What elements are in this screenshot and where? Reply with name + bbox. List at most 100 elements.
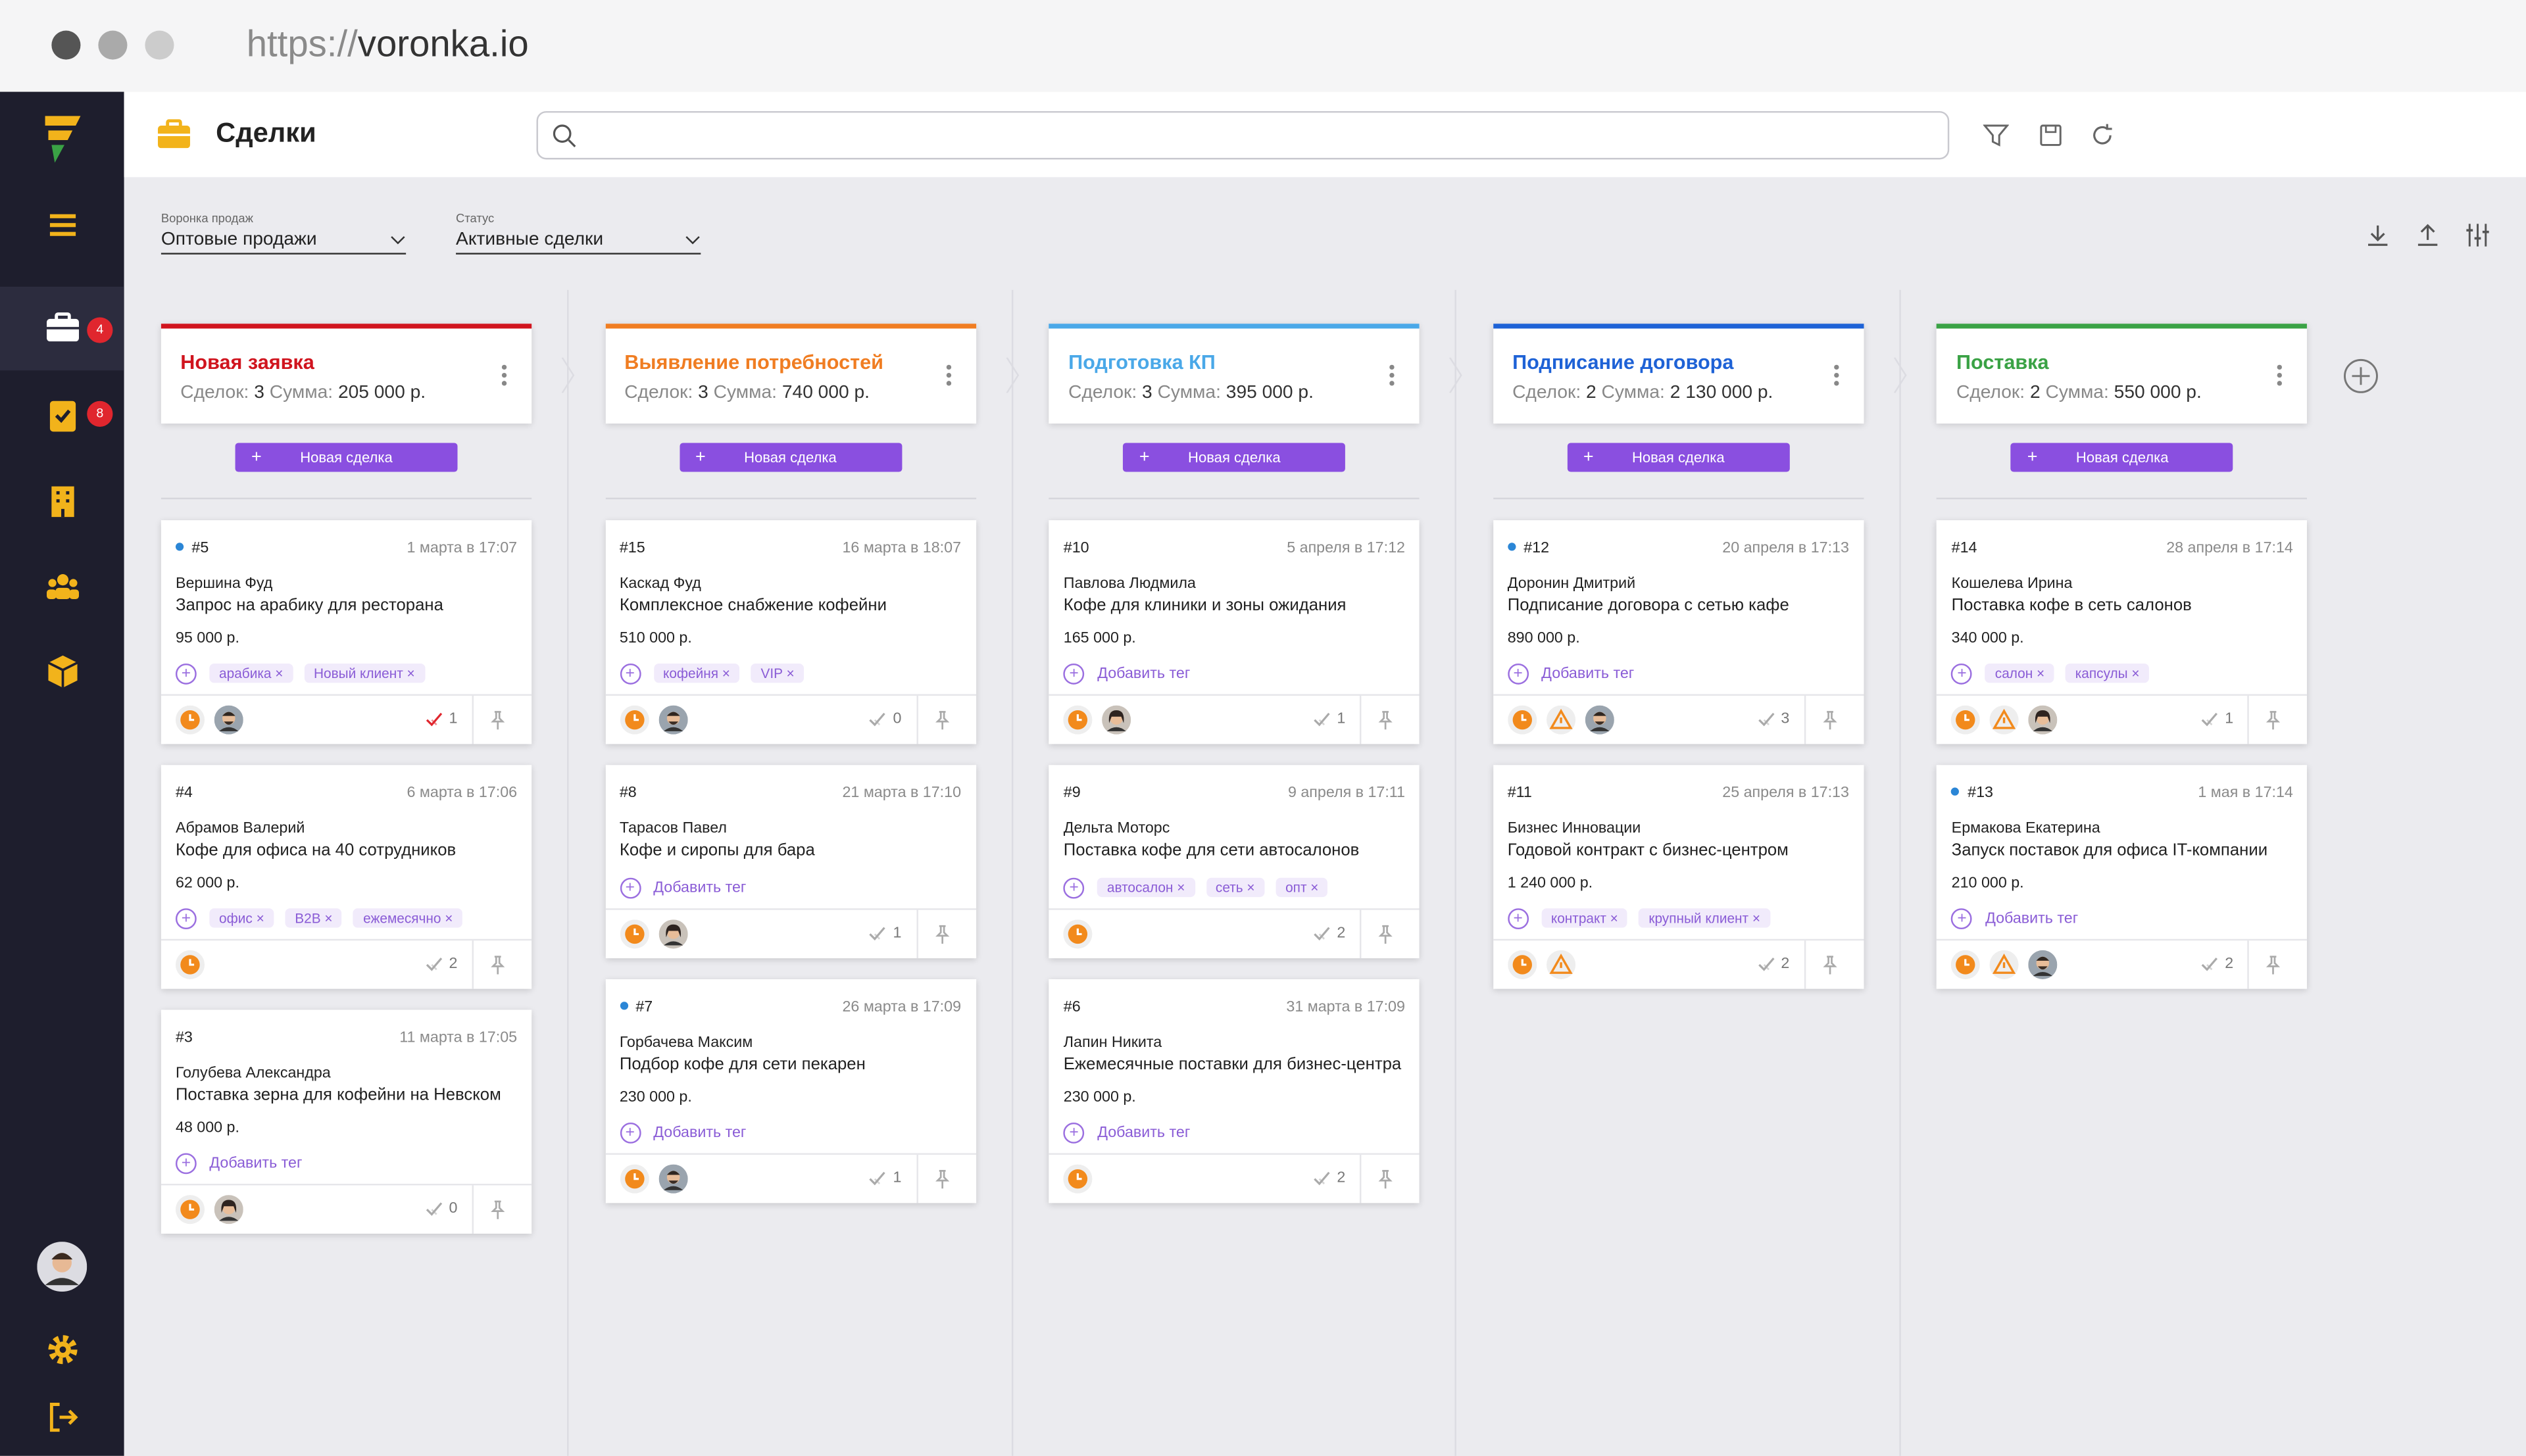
new-deal-button[interactable]: + Новая сделка bbox=[1567, 443, 1790, 472]
tag[interactable]: капсулы × bbox=[2066, 663, 2150, 683]
column-menu[interactable] bbox=[1833, 364, 1839, 386]
pin-button[interactable] bbox=[1360, 910, 1410, 959]
add-tag-icon[interactable]: + bbox=[1063, 662, 1085, 684]
settings-icon[interactable] bbox=[42, 1328, 84, 1371]
tag-remove[interactable]: × bbox=[718, 665, 730, 681]
tag-remove[interactable]: × bbox=[1173, 879, 1185, 896]
deals-icon[interactable] bbox=[42, 308, 84, 350]
add-tag[interactable]: Добавить тег bbox=[1097, 664, 1191, 683]
add-tag-icon[interactable]: + bbox=[175, 1152, 197, 1174]
pin-button[interactable] bbox=[916, 695, 966, 744]
add-tag[interactable]: Добавить тег bbox=[209, 1153, 303, 1172]
deal-card[interactable]: #9 9 апреля в 17:11 Дельта Моторс Поставка … bbox=[1049, 765, 1420, 959]
add-tag-icon[interactable]: + bbox=[1951, 908, 1973, 929]
tag-remove[interactable]: × bbox=[782, 665, 795, 681]
add-tag-icon[interactable]: + bbox=[619, 1121, 641, 1143]
company-icon[interactable] bbox=[42, 480, 84, 522]
new-deal-button[interactable]: + Новая сделка bbox=[2011, 443, 2234, 472]
add-tag[interactable]: Добавить тег bbox=[1985, 909, 2079, 927]
logo[interactable] bbox=[42, 112, 84, 164]
pin-button[interactable] bbox=[916, 910, 966, 959]
tag-remove[interactable]: × bbox=[271, 665, 284, 681]
deal-card[interactable]: #11 25 апреля в 17:13 Бизнес Инновации Годо… bbox=[1493, 765, 1864, 989]
user-avatar[interactable] bbox=[37, 1242, 87, 1292]
contacts-icon[interactable] bbox=[42, 566, 84, 608]
tag-remove[interactable]: × bbox=[1306, 879, 1319, 896]
pin-button[interactable] bbox=[2248, 940, 2298, 989]
column-menu[interactable] bbox=[501, 364, 508, 386]
tag[interactable]: арабика × bbox=[209, 663, 293, 683]
deal-card[interactable]: #3 11 марта в 17:05 Голубева Александра Пос… bbox=[161, 1009, 532, 1234]
tag[interactable]: сеть × bbox=[1206, 877, 1265, 898]
deal-card[interactable]: #7 26 марта в 17:09 Горбачева Максим Подбор… bbox=[605, 979, 976, 1203]
tag-remove[interactable]: × bbox=[1243, 879, 1255, 896]
tag[interactable]: B2B × bbox=[285, 908, 343, 928]
add-tag[interactable]: Добавить тег bbox=[653, 1123, 747, 1142]
add-tag[interactable]: Добавить тег bbox=[653, 878, 747, 896]
tag[interactable]: опт × bbox=[1275, 877, 1329, 898]
pin-button[interactable] bbox=[1804, 695, 1854, 744]
deal-card[interactable]: #10 5 апреля в 17:12 Павлова Людмила Кофе д… bbox=[1049, 520, 1420, 744]
tag-remove[interactable]: × bbox=[2033, 665, 2045, 681]
pin-button[interactable] bbox=[472, 940, 522, 989]
products-icon[interactable] bbox=[42, 650, 84, 692]
tag-remove[interactable]: × bbox=[320, 910, 333, 927]
pin-button[interactable] bbox=[916, 1154, 966, 1203]
new-deal-button[interactable]: + Новая сделка bbox=[235, 443, 458, 472]
deal-card[interactable]: #13 1 мая в 17:14 Ермакова Екатерина Запуск… bbox=[1937, 765, 2308, 989]
zoom-dot[interactable] bbox=[145, 30, 174, 60]
tag-remove[interactable]: × bbox=[403, 665, 415, 681]
tag-remove[interactable]: × bbox=[1606, 910, 1618, 927]
column-menu[interactable] bbox=[2277, 364, 2283, 386]
add-tag-icon[interactable]: + bbox=[1507, 908, 1529, 929]
add-tag-icon[interactable]: + bbox=[1063, 877, 1085, 898]
tag-remove[interactable]: × bbox=[441, 910, 453, 927]
close-dot[interactable] bbox=[51, 30, 81, 60]
refresh-icon[interactable] bbox=[2089, 122, 2115, 148]
tag[interactable]: крупный клиент × bbox=[1639, 908, 1770, 928]
tag[interactable]: офис × bbox=[209, 908, 274, 928]
tasks-icon[interactable] bbox=[42, 395, 84, 437]
download-icon[interactable] bbox=[2365, 222, 2390, 248]
add-tag[interactable]: Добавить тег bbox=[1541, 664, 1635, 683]
tag-remove[interactable]: × bbox=[2127, 665, 2140, 681]
menu-icon[interactable] bbox=[42, 205, 84, 247]
pin-button[interactable] bbox=[1804, 940, 1854, 989]
deal-card[interactable]: #14 28 апреля в 17:14 Кошелева Ирина Постав… bbox=[1937, 520, 2308, 744]
pin-button[interactable] bbox=[1360, 1154, 1410, 1203]
deal-card[interactable]: #4 6 марта в 17:06 Абрамов Валерий Кофе для… bbox=[161, 765, 532, 989]
deal-card[interactable]: #12 20 апреля в 17:13 Доронин Дмитрий Подпи… bbox=[1493, 520, 1864, 744]
upload-icon[interactable] bbox=[2415, 222, 2440, 248]
tag[interactable]: кофейня × bbox=[653, 663, 740, 683]
tag[interactable]: автосалон × bbox=[1097, 877, 1195, 898]
deal-card[interactable]: #15 16 марта в 18:07 Каскад Фуд Комплексное… bbox=[605, 520, 976, 744]
pin-button[interactable] bbox=[1360, 695, 1410, 744]
add-tag[interactable]: Добавить тег bbox=[1097, 1123, 1191, 1142]
pin-button[interactable] bbox=[472, 1185, 522, 1234]
filter-icon[interactable] bbox=[1983, 122, 2009, 148]
logout-icon[interactable] bbox=[42, 1396, 84, 1438]
new-deal-button[interactable]: + Новая сделка bbox=[1123, 443, 1346, 472]
save-icon[interactable] bbox=[2038, 122, 2064, 148]
search-box[interactable] bbox=[536, 110, 1950, 160]
column-menu[interactable] bbox=[1389, 364, 1395, 386]
deal-card[interactable]: #8 21 марта в 17:10 Тарасов Павел Кофе и си… bbox=[605, 765, 976, 959]
add-tag-icon[interactable]: + bbox=[175, 908, 197, 929]
add-tag-icon[interactable]: + bbox=[1063, 1121, 1085, 1143]
status-filter[interactable]: Статус Активные сделки bbox=[456, 211, 701, 255]
funnel-filter[interactable]: Воронка продаж Оптовые продажи bbox=[161, 211, 407, 255]
deal-card[interactable]: #5 1 марта в 17:07 Вершина Фуд Запрос на ар… bbox=[161, 520, 532, 744]
tag[interactable]: ежемесячно × bbox=[353, 908, 463, 928]
deal-card[interactable]: #6 31 марта в 17:09 Лапин Никита Ежемесячны… bbox=[1049, 979, 1420, 1203]
tag[interactable]: контракт × bbox=[1541, 908, 1628, 928]
columns-settings-icon[interactable] bbox=[2465, 222, 2490, 248]
pin-button[interactable] bbox=[2248, 695, 2298, 744]
tag[interactable]: Новый клиент × bbox=[304, 663, 425, 683]
new-deal-button[interactable]: + Новая сделка bbox=[679, 443, 902, 472]
tag-remove[interactable]: × bbox=[252, 910, 264, 927]
minimize-dot[interactable] bbox=[98, 30, 128, 60]
add-tag-icon[interactable]: + bbox=[1951, 662, 1973, 684]
add-tag-icon[interactable]: + bbox=[175, 662, 197, 684]
add-tag-icon[interactable]: + bbox=[619, 662, 641, 684]
add-tag-icon[interactable]: + bbox=[619, 877, 641, 898]
